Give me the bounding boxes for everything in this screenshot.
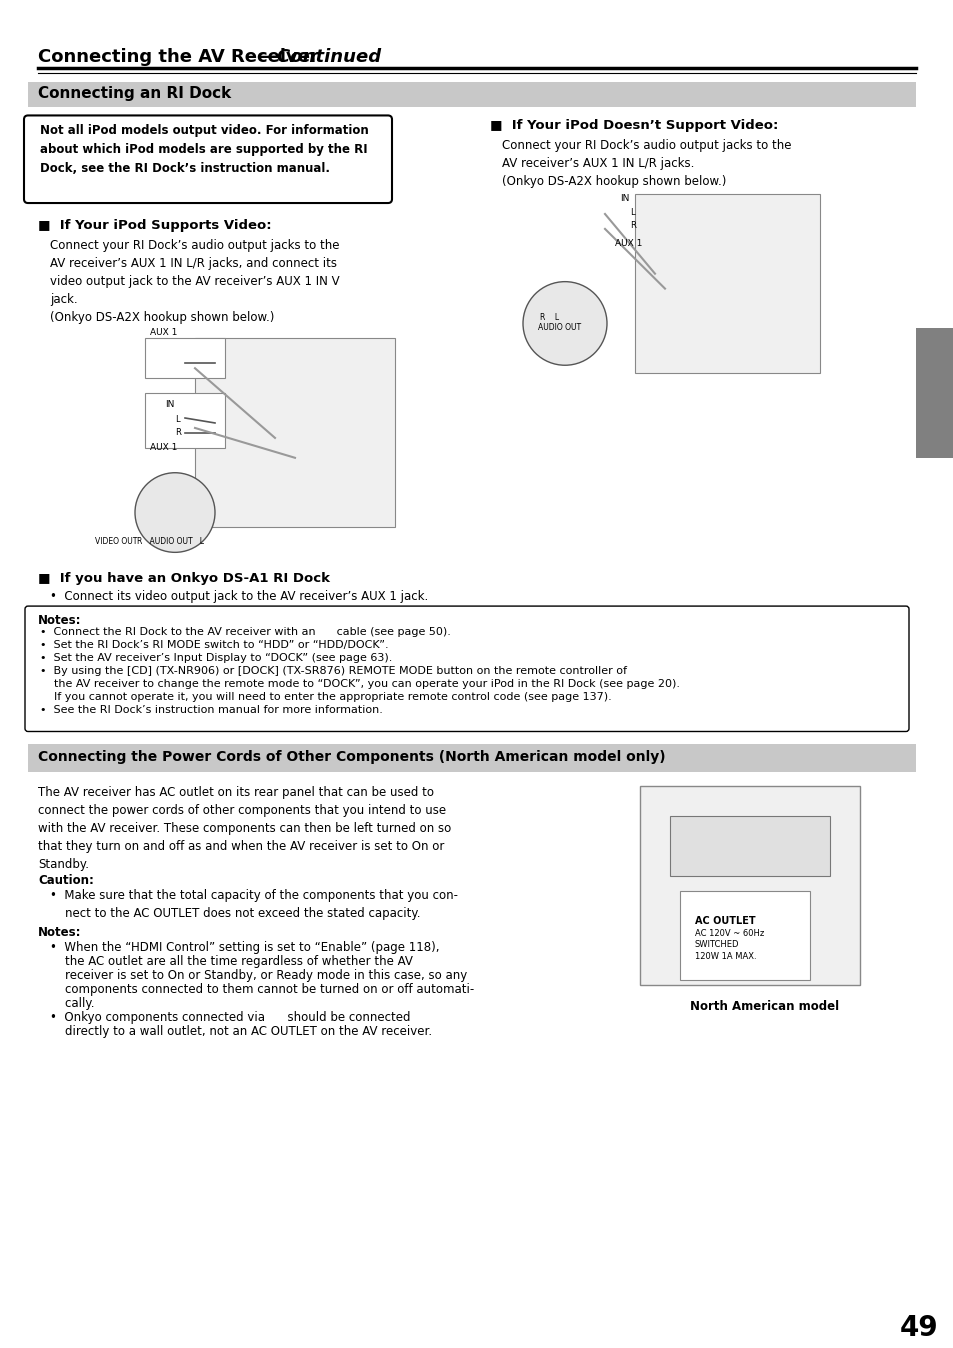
Bar xyxy=(28,82,915,108)
Text: North American model: North American model xyxy=(689,1000,839,1014)
Text: ■  If you have an Onkyo DS-A1 RI Dock: ■ If you have an Onkyo DS-A1 RI Dock xyxy=(38,573,330,585)
Text: R: R xyxy=(629,221,636,231)
Text: L: L xyxy=(174,415,179,425)
Bar xyxy=(145,394,225,448)
Text: VIDEO OUT: VIDEO OUT xyxy=(95,538,137,546)
Bar xyxy=(635,194,820,373)
Bar xyxy=(639,786,859,985)
Text: Notes:: Notes: xyxy=(38,926,81,938)
Text: AC 120V ~ 60Hz: AC 120V ~ 60Hz xyxy=(695,929,763,938)
Text: the AC outlet are all the time regardless of whether the AV: the AC outlet are all the time regardles… xyxy=(50,956,413,968)
Text: cally.: cally. xyxy=(50,998,94,1010)
Circle shape xyxy=(135,473,214,553)
Bar xyxy=(28,744,915,772)
Text: •  Set the RI Dock’s RI MODE switch to “HDD” or “HDD/DOCK”.: • Set the RI Dock’s RI MODE switch to “H… xyxy=(40,640,388,650)
Text: •  Connect the RI Dock to the AV receiver with an      cable (see page 50).: • Connect the RI Dock to the AV receiver… xyxy=(40,627,451,638)
Text: If you cannot operate it, you will need to enter the appropriate remote control : If you cannot operate it, you will need … xyxy=(40,692,611,702)
Text: ■  If Your iPod Doesn’t Support Video:: ■ If Your iPod Doesn’t Support Video: xyxy=(490,120,778,132)
FancyBboxPatch shape xyxy=(25,607,908,732)
Bar xyxy=(669,816,829,876)
Text: •  Set the AV receiver’s Input Display to “DOCK” (see page 63).: • Set the AV receiver’s Input Display to… xyxy=(40,652,392,663)
Bar xyxy=(679,891,809,980)
Text: directly to a wall outlet, not an AC OUTLET on the AV receiver.: directly to a wall outlet, not an AC OUT… xyxy=(50,1024,432,1038)
Text: •  By using the [CD] (TX-NR906) or [DOCK] (TX-SR876) REMOTE MODE button on the r: • By using the [CD] (TX-NR906) or [DOCK]… xyxy=(40,666,626,675)
Text: IN: IN xyxy=(619,194,629,204)
FancyBboxPatch shape xyxy=(24,116,392,204)
Text: AUX 1: AUX 1 xyxy=(150,329,177,337)
Text: •  Make sure that the total capacity of the components that you con-
    nect to: • Make sure that the total capacity of t… xyxy=(50,888,457,919)
Text: The AV receiver has AC outlet on its rear panel that can be used to
connect the : The AV receiver has AC outlet on its rea… xyxy=(38,786,451,871)
Circle shape xyxy=(522,282,606,365)
Text: Connecting the Power Cords of Other Components (North American model only): Connecting the Power Cords of Other Comp… xyxy=(38,751,665,764)
Text: 120W 1A MAX.: 120W 1A MAX. xyxy=(695,953,756,961)
Text: R    L: R L xyxy=(539,314,558,322)
Text: AUDIO OUT: AUDIO OUT xyxy=(537,324,580,333)
Text: Connecting an RI Dock: Connecting an RI Dock xyxy=(38,85,231,101)
Text: Not all iPod models output video. For information
about which iPod models are su: Not all iPod models output video. For in… xyxy=(40,124,369,175)
Text: IN: IN xyxy=(165,400,174,408)
Text: Caution:: Caution: xyxy=(38,874,93,887)
Bar xyxy=(915,329,953,458)
Text: R   AUDIO OUT   L: R AUDIO OUT L xyxy=(137,538,204,546)
Text: 49: 49 xyxy=(899,1314,938,1341)
Text: L: L xyxy=(629,208,634,217)
Text: •  See the RI Dock’s instruction manual for more information.: • See the RI Dock’s instruction manual f… xyxy=(40,705,382,714)
Text: Notes:: Notes: xyxy=(38,615,81,627)
Text: Connect your RI Dock’s audio output jacks to the
AV receiver’s AUX 1 IN L/R jack: Connect your RI Dock’s audio output jack… xyxy=(50,239,339,324)
Text: SWITCHED: SWITCHED xyxy=(695,941,739,949)
Text: •  Connect its video output jack to the AV receiver’s AUX 1 jack.: • Connect its video output jack to the A… xyxy=(50,590,428,603)
Text: —Continued: —Continued xyxy=(260,47,382,66)
Bar xyxy=(194,338,395,527)
Text: •  Onkyo components connected via      should be connected: • Onkyo components connected via should … xyxy=(50,1011,410,1024)
Text: the AV receiver to change the remote mode to “DOCK”, you can operate your iPod i: the AV receiver to change the remote mod… xyxy=(40,679,679,689)
Text: components connected to them cannot be turned on or off automati-: components connected to them cannot be t… xyxy=(50,983,474,996)
Text: •  When the “HDMI Control” setting is set to “Enable” (page 118),: • When the “HDMI Control” setting is set… xyxy=(50,941,439,954)
Text: R: R xyxy=(174,427,181,437)
Text: Connecting the AV Receiver: Connecting the AV Receiver xyxy=(38,47,318,66)
Text: receiver is set to On or Standby, or Ready mode in this case, so any: receiver is set to On or Standby, or Rea… xyxy=(50,969,467,983)
Text: AUX 1: AUX 1 xyxy=(615,239,641,248)
Text: AUX 1: AUX 1 xyxy=(150,443,177,452)
Bar xyxy=(145,338,225,379)
Text: AC OUTLET: AC OUTLET xyxy=(695,915,755,926)
Text: ■  If Your iPod Supports Video:: ■ If Your iPod Supports Video: xyxy=(38,218,272,232)
Text: Connect your RI Dock’s audio output jacks to the
AV receiver’s AUX 1 IN L/R jack: Connect your RI Dock’s audio output jack… xyxy=(501,139,791,189)
